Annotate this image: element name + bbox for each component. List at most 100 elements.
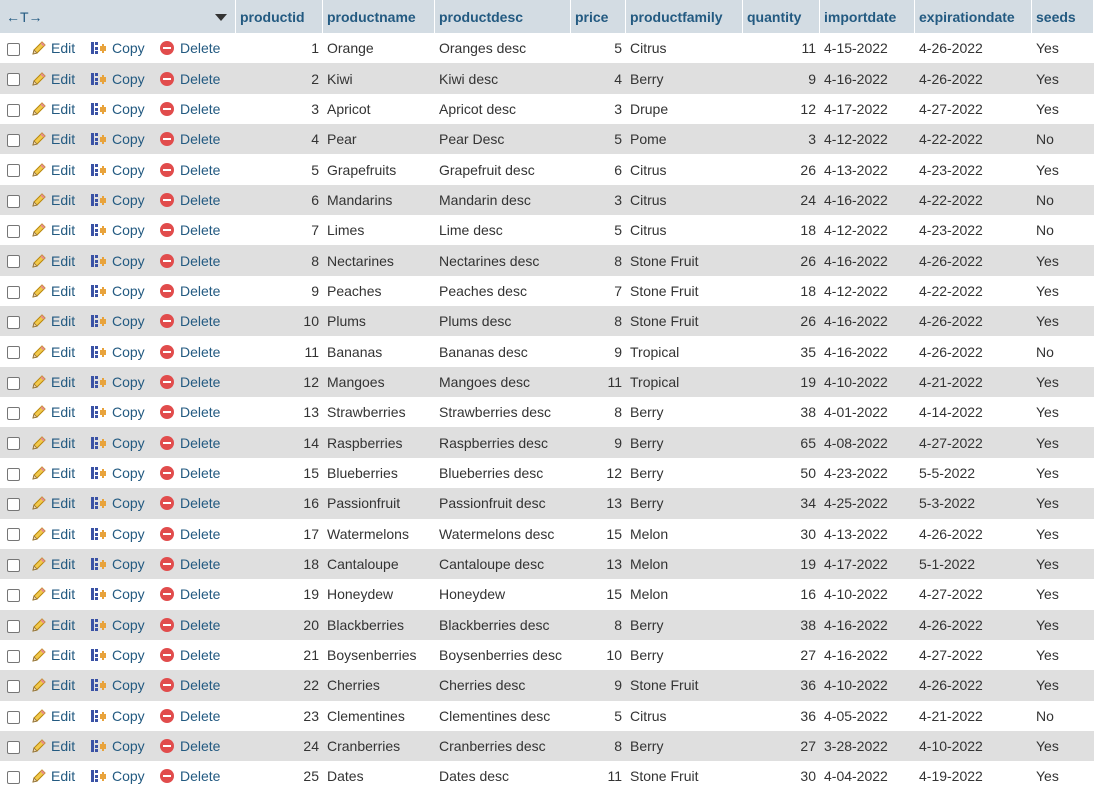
- edit-button[interactable]: Edit: [31, 647, 75, 663]
- row-checkbox[interactable]: [7, 194, 20, 208]
- copy-button[interactable]: Copy: [90, 101, 145, 117]
- edit-button[interactable]: Edit: [31, 586, 75, 602]
- copy-button[interactable]: Copy: [90, 131, 145, 147]
- copy-button[interactable]: Copy: [90, 677, 145, 693]
- delete-button[interactable]: Delete: [160, 313, 220, 329]
- delete-button[interactable]: Delete: [160, 71, 220, 87]
- column-controls[interactable]: ←T→: [0, 0, 236, 33]
- delete-button[interactable]: Delete: [160, 556, 220, 572]
- delete-button[interactable]: Delete: [160, 495, 220, 511]
- copy-button[interactable]: Copy: [90, 768, 145, 784]
- delete-button[interactable]: Delete: [160, 677, 220, 693]
- row-checkbox[interactable]: [7, 164, 20, 178]
- column-nav-arrows[interactable]: ←T→: [6, 8, 43, 25]
- row-checkbox[interactable]: [7, 346, 20, 360]
- delete-button[interactable]: Delete: [160, 101, 220, 117]
- copy-button[interactable]: Copy: [90, 192, 145, 208]
- delete-button[interactable]: Delete: [160, 192, 220, 208]
- delete-button[interactable]: Delete: [160, 131, 220, 147]
- copy-button[interactable]: Copy: [90, 435, 145, 451]
- delete-button[interactable]: Delete: [160, 283, 220, 299]
- edit-button[interactable]: Edit: [31, 344, 75, 360]
- row-checkbox[interactable]: [7, 771, 20, 785]
- copy-button[interactable]: Copy: [90, 404, 145, 420]
- edit-button[interactable]: Edit: [31, 71, 75, 87]
- edit-button[interactable]: Edit: [31, 40, 75, 56]
- row-checkbox[interactable]: [7, 710, 20, 724]
- copy-button[interactable]: Copy: [90, 71, 145, 87]
- edit-button[interactable]: Edit: [31, 526, 75, 542]
- edit-button[interactable]: Edit: [31, 313, 75, 329]
- copy-button[interactable]: Copy: [90, 586, 145, 602]
- column-header-productid[interactable]: productid: [236, 0, 323, 33]
- copy-button[interactable]: Copy: [90, 495, 145, 511]
- row-checkbox[interactable]: [7, 467, 20, 481]
- edit-button[interactable]: Edit: [31, 768, 75, 784]
- copy-button[interactable]: Copy: [90, 313, 145, 329]
- edit-button[interactable]: Edit: [31, 253, 75, 269]
- edit-button[interactable]: Edit: [31, 495, 75, 511]
- edit-button[interactable]: Edit: [31, 101, 75, 117]
- edit-button[interactable]: Edit: [31, 465, 75, 481]
- row-checkbox[interactable]: [7, 407, 20, 421]
- copy-button[interactable]: Copy: [90, 526, 145, 542]
- row-checkbox[interactable]: [7, 740, 20, 754]
- copy-button[interactable]: Copy: [90, 374, 145, 390]
- row-checkbox[interactable]: [7, 316, 20, 330]
- row-checkbox[interactable]: [7, 225, 20, 239]
- row-checkbox[interactable]: [7, 437, 20, 451]
- row-checkbox[interactable]: [7, 103, 20, 117]
- copy-button[interactable]: Copy: [90, 344, 145, 360]
- delete-button[interactable]: Delete: [160, 708, 220, 724]
- copy-button[interactable]: Copy: [90, 708, 145, 724]
- row-checkbox[interactable]: [7, 42, 20, 56]
- column-header-price[interactable]: price: [571, 0, 626, 33]
- delete-button[interactable]: Delete: [160, 435, 220, 451]
- column-header-productname[interactable]: productname: [323, 0, 435, 33]
- row-checkbox[interactable]: [7, 73, 20, 87]
- edit-button[interactable]: Edit: [31, 708, 75, 724]
- copy-button[interactable]: Copy: [90, 283, 145, 299]
- row-checkbox[interactable]: [7, 680, 20, 694]
- copy-button[interactable]: Copy: [90, 40, 145, 56]
- column-header-expirationdate[interactable]: expirationdate: [915, 0, 1032, 33]
- edit-button[interactable]: Edit: [31, 738, 75, 754]
- column-header-importdate[interactable]: importdate: [820, 0, 915, 33]
- row-checkbox[interactable]: [7, 285, 20, 299]
- edit-button[interactable]: Edit: [31, 222, 75, 238]
- edit-button[interactable]: Edit: [31, 617, 75, 633]
- delete-button[interactable]: Delete: [160, 162, 220, 178]
- edit-button[interactable]: Edit: [31, 677, 75, 693]
- column-header-quantity[interactable]: quantity: [743, 0, 820, 33]
- copy-button[interactable]: Copy: [90, 738, 145, 754]
- delete-button[interactable]: Delete: [160, 768, 220, 784]
- sort-dropdown-icon[interactable]: [215, 13, 227, 21]
- delete-button[interactable]: Delete: [160, 253, 220, 269]
- row-checkbox[interactable]: [7, 589, 20, 603]
- edit-button[interactable]: Edit: [31, 283, 75, 299]
- column-header-productdesc[interactable]: productdesc: [435, 0, 571, 33]
- copy-button[interactable]: Copy: [90, 556, 145, 572]
- row-checkbox[interactable]: [7, 649, 20, 663]
- delete-button[interactable]: Delete: [160, 465, 220, 481]
- delete-button[interactable]: Delete: [160, 404, 220, 420]
- delete-button[interactable]: Delete: [160, 586, 220, 602]
- edit-button[interactable]: Edit: [31, 192, 75, 208]
- delete-button[interactable]: Delete: [160, 526, 220, 542]
- delete-button[interactable]: Delete: [160, 738, 220, 754]
- delete-button[interactable]: Delete: [160, 222, 220, 238]
- edit-button[interactable]: Edit: [31, 404, 75, 420]
- row-checkbox[interactable]: [7, 558, 20, 572]
- copy-button[interactable]: Copy: [90, 162, 145, 178]
- edit-button[interactable]: Edit: [31, 556, 75, 572]
- copy-button[interactable]: Copy: [90, 222, 145, 238]
- edit-button[interactable]: Edit: [31, 435, 75, 451]
- row-checkbox[interactable]: [7, 619, 20, 633]
- delete-button[interactable]: Delete: [160, 344, 220, 360]
- copy-button[interactable]: Copy: [90, 465, 145, 481]
- row-checkbox[interactable]: [7, 134, 20, 147]
- copy-button[interactable]: Copy: [90, 253, 145, 269]
- column-header-seeds[interactable]: seeds: [1032, 0, 1094, 33]
- copy-button[interactable]: Copy: [90, 647, 145, 663]
- row-checkbox[interactable]: [7, 498, 20, 512]
